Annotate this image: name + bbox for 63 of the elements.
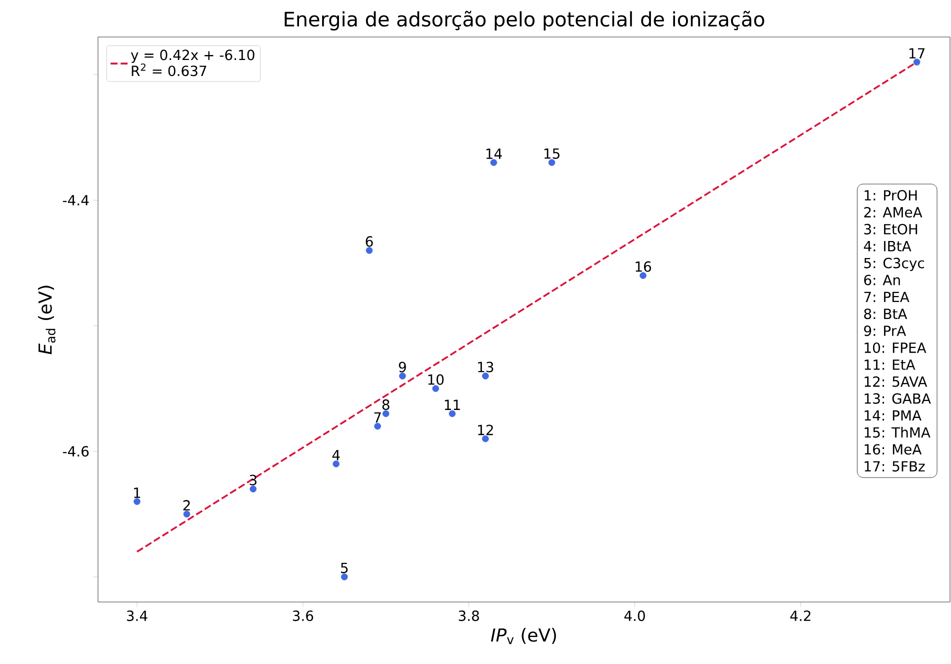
x-tick-label: 4.2 — [790, 610, 810, 621]
point — [374, 422, 381, 430]
annotation: 13 — [478, 362, 494, 372]
point — [548, 159, 556, 166]
x-axis-title: IP$_{v}$ (eV) — [490, 628, 556, 644]
annotation: 17 — [909, 48, 925, 58]
annotation: 14: PMA — [864, 410, 922, 421]
point — [332, 460, 340, 468]
point — [482, 435, 489, 442]
point — [482, 372, 489, 380]
x-tick-label: 3.4 — [126, 610, 148, 622]
annotation: 8: BtA — [864, 308, 908, 320]
annotation: 14 — [486, 148, 502, 159]
point — [490, 159, 498, 166]
annotation: 10 — [428, 374, 444, 385]
point — [382, 410, 390, 418]
point — [913, 58, 920, 66]
annotation: 16 — [636, 261, 652, 272]
annotation: 17: 5FBz — [864, 461, 925, 472]
annotation: 4: IBtA — [864, 241, 912, 252]
x-tick-label: 3.6 — [292, 610, 314, 622]
annotation: 2: AMeA — [864, 206, 922, 218]
point — [250, 486, 257, 492]
annotation: 9 — [398, 362, 406, 372]
annotation: 5: C3cyc — [864, 258, 924, 272]
annotation: 7: PEA — [864, 292, 910, 302]
point — [340, 573, 348, 580]
point — [448, 410, 456, 418]
annotation: 4 — [332, 450, 340, 460]
annotation: 6: An — [864, 274, 900, 286]
annotation: 15 — [544, 148, 560, 159]
y-axis-title: E$_{ad}$ (eV) — [38, 286, 56, 354]
annotation: 3: EtOH — [864, 224, 918, 234]
annotation: 15: ThMA — [864, 426, 930, 438]
chart-title: Energia de adsorção pelo potencial de ionização — [284, 10, 764, 30]
annotation: R$^{2}$ = 0.637 — [132, 63, 206, 76]
point — [432, 385, 440, 392]
y-tick-label: -4.6 — [62, 446, 89, 457]
annotation: 13: GABA — [864, 393, 931, 404]
annotation: 2 — [183, 500, 190, 510]
annotation: 8 — [382, 399, 390, 410]
point — [183, 510, 190, 518]
annotation: 12: 5AVA — [864, 376, 928, 387]
point — [134, 498, 140, 505]
annotation: 10: FPEA — [864, 342, 926, 354]
point — [399, 372, 406, 380]
y-tick-label: -4.4 — [62, 195, 89, 206]
x-tick-label: 4.0 — [624, 610, 645, 622]
annotation: 5 — [341, 562, 348, 574]
annotation: 16: MeA — [864, 444, 922, 455]
annotation: 1 — [134, 488, 140, 498]
annotation: 1: PrOH — [864, 190, 917, 201]
annotation: 11 — [444, 400, 460, 410]
point — [640, 272, 646, 279]
annotation: 11: EtA — [864, 360, 916, 370]
legend-label: y = 0.42x + -6.10 — [130, 50, 254, 63]
annotation: 9: PrA — [864, 326, 906, 336]
point — [366, 247, 373, 254]
annotation: 12 — [478, 424, 493, 436]
x-tick-label: 3.8 — [458, 610, 479, 622]
annotation: 3 — [250, 474, 256, 486]
annotation: 6 — [366, 236, 373, 247]
annotation: 7 — [374, 412, 381, 423]
